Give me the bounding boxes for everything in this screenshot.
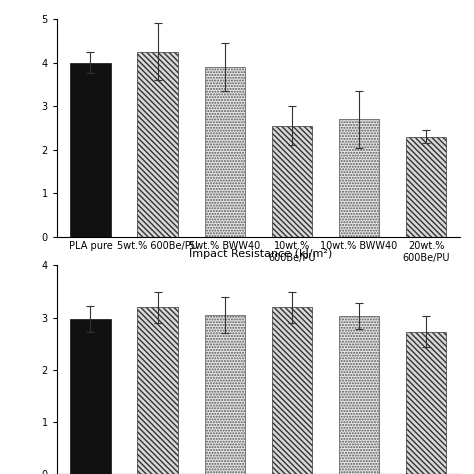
Bar bbox=[406, 332, 447, 474]
Bar bbox=[272, 126, 312, 237]
Bar bbox=[406, 137, 447, 237]
Bar bbox=[137, 307, 178, 474]
Bar bbox=[272, 307, 312, 474]
Bar bbox=[339, 119, 379, 237]
Text: (c): (c) bbox=[249, 298, 268, 311]
Bar bbox=[205, 67, 245, 237]
Bar bbox=[70, 319, 110, 474]
Text: Impact Resistance (kJ/m²): Impact Resistance (kJ/m²) bbox=[189, 248, 332, 259]
Bar bbox=[339, 316, 379, 474]
Bar bbox=[205, 315, 245, 474]
Bar bbox=[70, 63, 110, 237]
Bar bbox=[137, 52, 178, 237]
